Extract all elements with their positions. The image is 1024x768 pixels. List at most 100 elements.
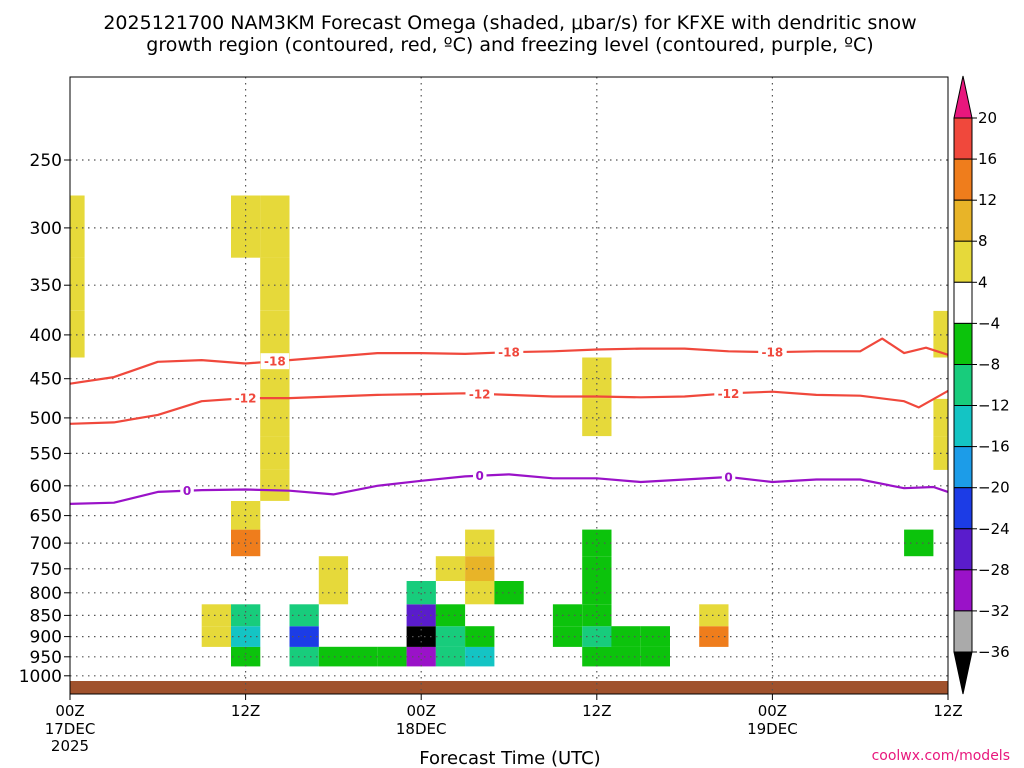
time-tick-sublabel: 18DEC (396, 720, 447, 738)
contour-label: -18 (498, 346, 520, 360)
colorbar-tick-label: −16 (978, 438, 1010, 456)
colorbar-bin (953, 199, 973, 242)
pressure-tick-label: 1000 (19, 667, 62, 687)
omega-cell (201, 626, 231, 647)
omega-cell (70, 195, 85, 258)
omega-heatmap (70, 195, 948, 667)
pressure-tick-label: 900 (30, 628, 62, 648)
pressure-tick-label: 850 (30, 606, 62, 626)
contour-label-box (473, 467, 487, 484)
time-tick-label: 12Z (582, 702, 611, 720)
pressure-tick-label: 950 (30, 648, 62, 668)
pressure-tick-label: 800 (30, 584, 62, 604)
omega-cell (231, 195, 261, 258)
colorbar-tick-label: −4 (978, 314, 1000, 332)
colorbar-tick-label: 16 (978, 150, 997, 168)
pressure-tick-label: 400 (30, 326, 62, 346)
pressure-tick-label: 250 (30, 151, 62, 171)
omega-cell (318, 646, 349, 667)
omega-cell (465, 529, 495, 557)
time-tick-label: 00Z (758, 702, 787, 720)
omega-cell (260, 195, 290, 258)
omega-cell (231, 604, 261, 627)
omega-cell (377, 646, 407, 667)
omega-cell (260, 310, 290, 358)
chart-title-line-2: growth region (contoured, red, ºC) and f… (146, 34, 873, 56)
contour-label-box (465, 385, 494, 402)
omega-cell (465, 581, 495, 605)
x-axis-title: Forecast Time (UTC) (419, 748, 600, 768)
omega-cell (231, 646, 261, 667)
omega-cell (582, 646, 612, 667)
colorbar-tick-label: −12 (978, 397, 1010, 415)
omega-cell (348, 646, 378, 667)
ground-surface (70, 681, 948, 694)
pressure-axis: 2503003504004505005506006507007508008509… (19, 151, 70, 687)
omega-cell (640, 646, 670, 667)
colorbar-bin (953, 446, 973, 489)
omega-cell (201, 604, 231, 627)
colorbar-bin (953, 117, 973, 160)
contour-label-box (721, 469, 736, 485)
time-tick-sublabel: 2025 (51, 737, 89, 755)
plot-grid (70, 77, 948, 694)
colorbar-tick-label: −28 (978, 561, 1010, 579)
credit-link[interactable]: coolwx.com/models (872, 748, 1010, 764)
omega-cell (552, 626, 583, 647)
colorbar-bin (953, 322, 973, 365)
contour-label-box (714, 385, 743, 402)
pressure-tick-label: 600 (30, 477, 62, 497)
pressure-tick-label: 350 (30, 276, 62, 296)
colorbar-bin (953, 240, 973, 283)
chart-title: 2025121700 NAM3KM Forecast Omega (shaded… (103, 12, 916, 56)
omega-cell (582, 626, 612, 647)
omega-cell (70, 310, 85, 358)
colorbar-bottom-arrow (953, 651, 973, 695)
contour-label: -12 (235, 392, 257, 406)
colorbar-tick-label: 4 (978, 273, 988, 291)
contour-label-box (758, 344, 787, 361)
time-tick-sublabel: 17DEC (45, 720, 96, 738)
omega-cell (260, 257, 290, 311)
omega-cell (933, 310, 948, 358)
omega-cell (582, 604, 612, 627)
contour-label-box (260, 353, 290, 370)
omega-cell (465, 556, 495, 581)
colorbar-bin (953, 364, 973, 407)
colorbar-bin (953, 610, 973, 653)
contour-label: 0 (183, 484, 191, 498)
omega-cell (406, 581, 436, 605)
colorbar-tick-label: −32 (978, 602, 1010, 620)
colorbar-tick-label: 20 (978, 109, 997, 127)
plot-frame (69, 76, 949, 695)
omega-cell (231, 626, 261, 647)
contour-line (70, 389, 948, 425)
colorbar-top-arrow (953, 75, 973, 119)
contour-line (70, 337, 948, 385)
omega-cell (552, 604, 583, 627)
omega-cell (640, 626, 670, 647)
omega-cell (406, 626, 436, 647)
colorbar-bin (953, 528, 973, 571)
colorbar-bin (953, 158, 973, 201)
pressure-tick-label: 650 (30, 507, 62, 527)
time-tick-sublabel: 19DEC (747, 720, 798, 738)
pressure-tick-label: 750 (30, 560, 62, 580)
time-tick-label: 00Z (407, 702, 436, 720)
colorbar-tick-label: −20 (978, 479, 1010, 497)
omega-cell (465, 626, 495, 647)
colorbar-tick-label: −8 (978, 356, 1000, 374)
contour-label: -18 (264, 355, 286, 369)
contour-label-box (180, 482, 194, 499)
contour-label: 0 (724, 471, 732, 485)
omega-cell (435, 646, 466, 667)
time-tick-label: 00Z (55, 702, 84, 720)
omega-cell (406, 646, 436, 667)
omega-cell (582, 581, 612, 605)
omega-cell (318, 581, 349, 605)
temperature-contours: -18 -18 -18 -12 -12 -12 0 0 0 (70, 337, 948, 505)
omega-cell (699, 626, 729, 647)
pressure-tick-label: 300 (30, 219, 62, 239)
